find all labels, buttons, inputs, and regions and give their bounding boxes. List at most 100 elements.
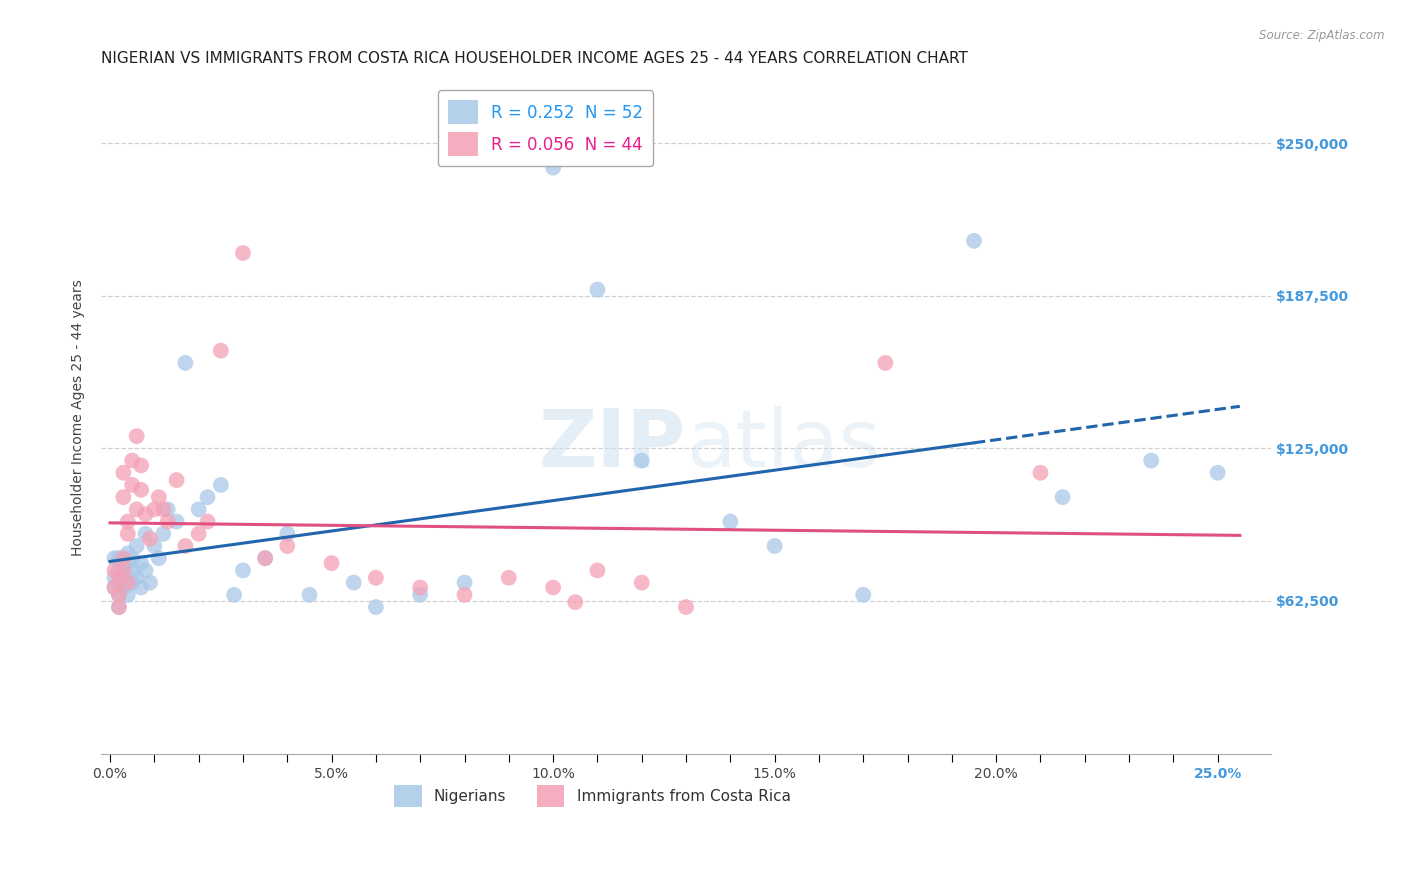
Point bbox=[254, 551, 277, 566]
Point bbox=[166, 515, 188, 529]
Legend: Nigerians, Immigrants from Costa Rica: Nigerians, Immigrants from Costa Rica bbox=[388, 780, 797, 813]
Point bbox=[108, 600, 131, 615]
Point bbox=[174, 539, 197, 553]
Point bbox=[364, 600, 387, 615]
Point bbox=[963, 234, 986, 248]
Text: atlas: atlas bbox=[686, 406, 880, 483]
Point bbox=[586, 563, 609, 577]
Point bbox=[103, 563, 125, 577]
Point bbox=[875, 356, 897, 370]
Y-axis label: Householder Income Ages 25 - 44 years: Householder Income Ages 25 - 44 years bbox=[72, 279, 86, 557]
Point bbox=[129, 581, 152, 595]
Point bbox=[187, 502, 209, 516]
Point bbox=[364, 571, 387, 585]
Point bbox=[112, 571, 135, 585]
Point bbox=[1140, 453, 1163, 467]
Point bbox=[174, 356, 197, 370]
Point bbox=[152, 526, 174, 541]
Point bbox=[103, 571, 125, 585]
Point bbox=[254, 551, 277, 566]
Point bbox=[125, 539, 148, 553]
Point bbox=[129, 483, 152, 497]
Point bbox=[453, 575, 475, 590]
Point bbox=[108, 551, 131, 566]
Point bbox=[139, 575, 162, 590]
Point bbox=[121, 575, 143, 590]
Text: NIGERIAN VS IMMIGRANTS FROM COSTA RICA HOUSEHOLDER INCOME AGES 25 - 44 YEARS COR: NIGERIAN VS IMMIGRANTS FROM COSTA RICA H… bbox=[101, 51, 969, 66]
Point bbox=[125, 429, 148, 443]
Point bbox=[232, 563, 254, 577]
Point bbox=[453, 588, 475, 602]
Point bbox=[197, 515, 219, 529]
Point bbox=[148, 551, 170, 566]
Point bbox=[321, 556, 343, 570]
Point bbox=[409, 588, 432, 602]
Point bbox=[541, 161, 564, 175]
Point bbox=[156, 502, 179, 516]
Point bbox=[630, 575, 652, 590]
Point bbox=[541, 581, 564, 595]
Point bbox=[586, 283, 609, 297]
Point bbox=[108, 571, 131, 585]
Point bbox=[152, 502, 174, 516]
Point bbox=[103, 581, 125, 595]
Point bbox=[112, 466, 135, 480]
Point bbox=[276, 526, 298, 541]
Point bbox=[112, 581, 135, 595]
Point bbox=[108, 563, 131, 577]
Point bbox=[134, 508, 156, 522]
Point bbox=[134, 563, 156, 577]
Point bbox=[121, 453, 143, 467]
Point bbox=[139, 532, 162, 546]
Point bbox=[125, 502, 148, 516]
Point bbox=[276, 539, 298, 553]
Point bbox=[117, 515, 139, 529]
Point bbox=[143, 502, 166, 516]
Point bbox=[121, 478, 143, 492]
Point bbox=[224, 588, 246, 602]
Point bbox=[112, 563, 135, 577]
Point bbox=[187, 526, 209, 541]
Point bbox=[630, 453, 652, 467]
Point bbox=[156, 515, 179, 529]
Point bbox=[108, 600, 131, 615]
Text: ZIP: ZIP bbox=[538, 406, 686, 483]
Point bbox=[129, 458, 152, 473]
Point bbox=[134, 526, 156, 541]
Point bbox=[129, 556, 152, 570]
Point bbox=[564, 595, 586, 609]
Point bbox=[108, 588, 131, 602]
Point bbox=[117, 526, 139, 541]
Point bbox=[125, 571, 148, 585]
Point bbox=[148, 490, 170, 504]
Point bbox=[409, 581, 432, 595]
Point bbox=[108, 588, 131, 602]
Point bbox=[166, 473, 188, 487]
Point bbox=[117, 588, 139, 602]
Point bbox=[121, 563, 143, 577]
Point bbox=[498, 571, 520, 585]
Point bbox=[112, 575, 135, 590]
Point bbox=[1052, 490, 1074, 504]
Point bbox=[121, 551, 143, 566]
Point bbox=[209, 478, 232, 492]
Point bbox=[343, 575, 366, 590]
Point bbox=[117, 546, 139, 560]
Point bbox=[143, 539, 166, 553]
Point bbox=[112, 490, 135, 504]
Point bbox=[103, 581, 125, 595]
Point bbox=[232, 246, 254, 260]
Point bbox=[117, 575, 139, 590]
Point bbox=[112, 551, 135, 566]
Point bbox=[718, 515, 741, 529]
Point bbox=[763, 539, 786, 553]
Point bbox=[197, 490, 219, 504]
Point bbox=[852, 588, 875, 602]
Point bbox=[298, 588, 321, 602]
Point bbox=[112, 563, 135, 577]
Point bbox=[675, 600, 697, 615]
Point bbox=[117, 556, 139, 570]
Text: Source: ZipAtlas.com: Source: ZipAtlas.com bbox=[1260, 29, 1385, 42]
Point bbox=[103, 551, 125, 566]
Point bbox=[1206, 466, 1229, 480]
